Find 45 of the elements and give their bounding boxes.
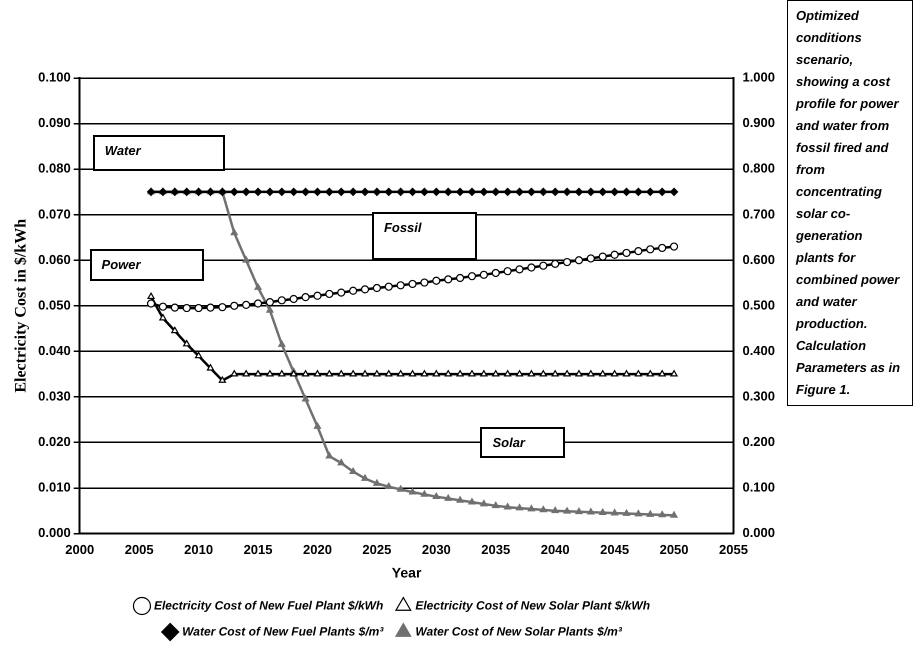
y2-tick-label: 0.100	[742, 480, 776, 495]
x-tick-label: 2045	[600, 542, 630, 557]
y2-tick-label: 0.800	[742, 160, 776, 176]
x-tick-label: 2025	[362, 542, 392, 557]
x-tick-label: 2035	[481, 542, 510, 557]
text: Optimized conditions scenario, showing a cost profile for power and water from fossil fired and from concentrating solar co-generation plants for combined power and water production. Calculation Parameters as in Figure 1.	[796, 8, 900, 397]
y2-tick-label: 1.000	[742, 70, 776, 85]
y-tick-label: 0.060	[38, 252, 71, 267]
y2-tick-label: 0.600	[742, 252, 776, 267]
y-axis-title: Electricity Cost in $/kWh	[12, 218, 30, 393]
x-tick-label: 2000	[65, 542, 94, 557]
y-tick-label: 0.100	[38, 70, 71, 85]
y-tick-label: 0.000	[38, 525, 71, 540]
y2-tick-label: 0.200	[742, 434, 776, 450]
x-tick-label: 2030	[422, 542, 451, 557]
y2-tick-label: 0.000	[742, 525, 776, 540]
legend-label: Water Cost of New Fuel Plants $/m³	[182, 624, 384, 638]
text-box: Fossil	[372, 212, 477, 260]
y-tick-label: 0.040	[38, 342, 71, 358]
y-tick-label: 0.070	[38, 206, 71, 222]
y2-tick-label: 0.700	[742, 206, 776, 222]
legend-label: Electricity Cost of New Solar Plant $/kWh	[415, 598, 650, 612]
y-tick-label: 0.050	[38, 297, 71, 312]
x-tick-label: 2020	[302, 542, 332, 557]
y2-tick-label: 0.500	[742, 297, 776, 312]
y-tick-label: 0.020	[38, 434, 71, 450]
y-tick-label: 0.030	[38, 388, 71, 404]
x-tick-label: 2055	[719, 542, 748, 557]
legend-label: Water Cost of New Solar Plants $/m³	[415, 624, 623, 638]
y2-tick-label: 0.400	[742, 342, 776, 358]
text-box: Water	[92, 134, 225, 172]
legend-label: Electricity Cost of New Fuel Plant $/kWh	[154, 598, 384, 612]
x-tick-label: 2015	[244, 542, 272, 557]
y-tick-label: 0.090	[38, 115, 71, 130]
y2-tick-label: 0.900	[742, 115, 776, 130]
y-tick-label: 0.080	[38, 160, 71, 176]
x-tick-label: 2005	[124, 542, 154, 557]
y-tick-label: 0.010	[38, 480, 71, 495]
x-tick-label: 2050	[660, 542, 688, 557]
x-axis-title: Year	[392, 564, 422, 580]
text-box: Power	[90, 248, 204, 281]
x-tick-label: 2040	[540, 542, 570, 557]
x-tick-label: 2010	[184, 542, 214, 557]
text-box: Solar	[480, 426, 565, 458]
y2-tick-label: 0.300	[742, 388, 776, 404]
